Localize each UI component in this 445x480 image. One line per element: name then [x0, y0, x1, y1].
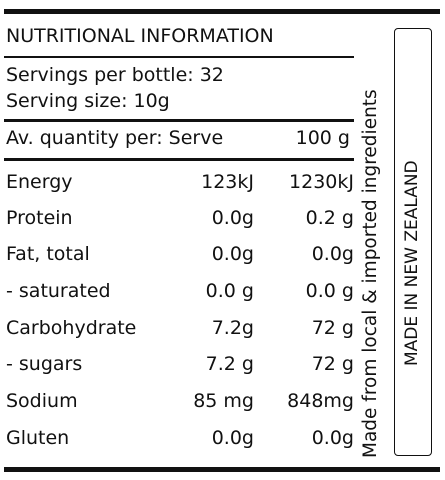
- origin-label: MADE IN NEW ZEALAND: [402, 160, 422, 366]
- header-divider: [4, 158, 354, 161]
- nutrient-name: Gluten: [6, 427, 70, 449]
- nutrient-name: Protein: [6, 207, 73, 229]
- servings-divider: [4, 119, 354, 122]
- nutrient-name: Energy: [6, 171, 73, 193]
- serve-value: 0.0g: [211, 243, 254, 265]
- per-100g-value: 848mg: [287, 390, 354, 412]
- per-100g-value: 0.0g: [311, 243, 354, 265]
- nutrient-name: Fat, total: [6, 243, 90, 265]
- serve-value: 123kJ: [201, 171, 254, 193]
- column-header-100g: 100 g: [295, 127, 350, 149]
- serve-value: 0.0g: [211, 427, 254, 449]
- serve-value: 0.0g: [211, 207, 254, 229]
- per-100g-value: 0.2 g: [305, 207, 354, 229]
- servings-per-bottle: Servings per bottle: 32: [6, 64, 224, 86]
- serve-value: 0.0 g: [205, 280, 254, 302]
- nutrient-name: Carbohydrate: [6, 317, 137, 339]
- serve-value: 85 mg: [193, 390, 254, 412]
- top-border: [4, 9, 440, 14]
- ingredients-origin-note: Made from local & imported ingredients: [360, 89, 381, 458]
- nutrient-name: Sodium: [6, 390, 78, 412]
- column-header-label: Av. quantity per: Serve: [6, 127, 224, 149]
- per-100g-value: 0.0 g: [305, 280, 354, 302]
- panel-title: NUTRITIONAL INFORMATION: [6, 25, 274, 47]
- nutrient-name: - saturated: [6, 280, 111, 302]
- serve-value: 7.2g: [211, 317, 254, 339]
- serving-size: Serving size: 10g: [6, 90, 170, 112]
- bottom-border: [4, 467, 440, 472]
- per-100g-value: 72 g: [311, 353, 354, 375]
- origin-box: [394, 28, 432, 456]
- serve-value: 7.2 g: [205, 353, 254, 375]
- per-100g-value: 0.0g: [311, 427, 354, 449]
- nutrient-name: - sugars: [6, 353, 83, 375]
- per-100g-value: 72 g: [311, 317, 354, 339]
- per-100g-value: 1230kJ: [289, 171, 354, 193]
- title-divider: [4, 56, 354, 58]
